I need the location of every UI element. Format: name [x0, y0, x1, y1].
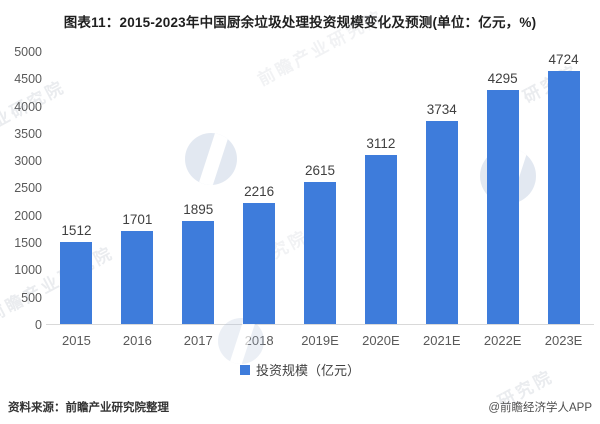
y-axis: 5000 4500 4000 3500 3000 2500 2000 1500 1000 500 0 — [6, 45, 42, 332]
bar-column: 1512 — [46, 52, 107, 324]
legend-label: 投资规模（亿元） — [255, 363, 360, 378]
y-tick-label: 2500 — [14, 181, 42, 196]
x-tick-label: 2020E — [362, 333, 400, 348]
bar-value-label: 4724 — [548, 52, 579, 67]
bar-value-label: 4295 — [487, 71, 518, 87]
bar-value-label: 2216 — [244, 184, 275, 200]
y-tick-label: 3000 — [14, 154, 42, 169]
y-tick-label: 500 — [21, 290, 42, 305]
y-tick-label: 0 — [35, 317, 42, 332]
bar — [425, 120, 458, 324]
bar-value-label: 3734 — [426, 101, 457, 117]
x-tick-label: 2017 — [183, 333, 213, 348]
x-tick-label: 2018 — [244, 333, 274, 348]
x-tick-label: 2023E — [544, 333, 583, 348]
bar-column: 3112 — [350, 52, 411, 324]
bar-column: 2615 — [290, 52, 351, 324]
bar-column: 3734 — [411, 52, 472, 324]
bar — [243, 203, 276, 324]
bar-value-label: 1895 — [183, 201, 214, 217]
x-tick-label: 2019E — [301, 333, 339, 348]
y-tick-label: 4500 — [14, 72, 42, 87]
bar — [364, 154, 397, 324]
y-tick-label: 5000 — [14, 45, 42, 59]
bar — [121, 231, 154, 324]
bar-column: 1895 — [168, 52, 229, 324]
bar — [182, 220, 215, 324]
bar-value-label: 1701 — [122, 212, 153, 228]
x-tick-label: 2016 — [122, 333, 152, 348]
y-tick-label: 1000 — [14, 263, 42, 278]
bar-column: 4295 — [472, 52, 533, 324]
x-axis: 2015 2016 2017 2018 2019E 2020E 2021E 2022E 2023… — [46, 333, 594, 348]
y-tick-label: 2000 — [14, 208, 42, 223]
bar — [547, 71, 580, 324]
bar-column: 1701 — [107, 52, 168, 324]
x-tick-label: 2015 — [61, 333, 91, 348]
source-note: 资料来源：前瞻产业研究院整理 — [8, 402, 169, 414]
chart-title: 图表11：2015-2023年中国厨余垃圾处理投资规模变化及预测(单位：亿元，%… — [63, 15, 537, 30]
x-tick-label: 2022E — [483, 333, 522, 348]
bar — [60, 241, 93, 324]
plot-area: 1512 1701 1895 2216 2615 3112 3734 4295 4724 — [46, 52, 594, 325]
bar — [304, 181, 336, 324]
x-tick-label: 2021E — [422, 333, 461, 348]
bar-value-label: 2615 — [304, 162, 336, 178]
legend: 投资规模（亿元） — [0, 360, 600, 379]
bar-column: 4724 — [533, 52, 594, 324]
bar-value-label: 1512 — [61, 222, 92, 238]
y-tick-label: 3500 — [14, 126, 42, 141]
legend-marker-icon — [239, 364, 250, 375]
bar-column: 2216 — [229, 52, 290, 324]
y-tick-label: 1500 — [14, 236, 42, 251]
bar — [486, 90, 519, 324]
y-tick-label: 4000 — [14, 99, 42, 114]
bar-value-label: 3112 — [366, 135, 396, 151]
credit-note: @前瞻经济学人APP — [488, 402, 592, 414]
